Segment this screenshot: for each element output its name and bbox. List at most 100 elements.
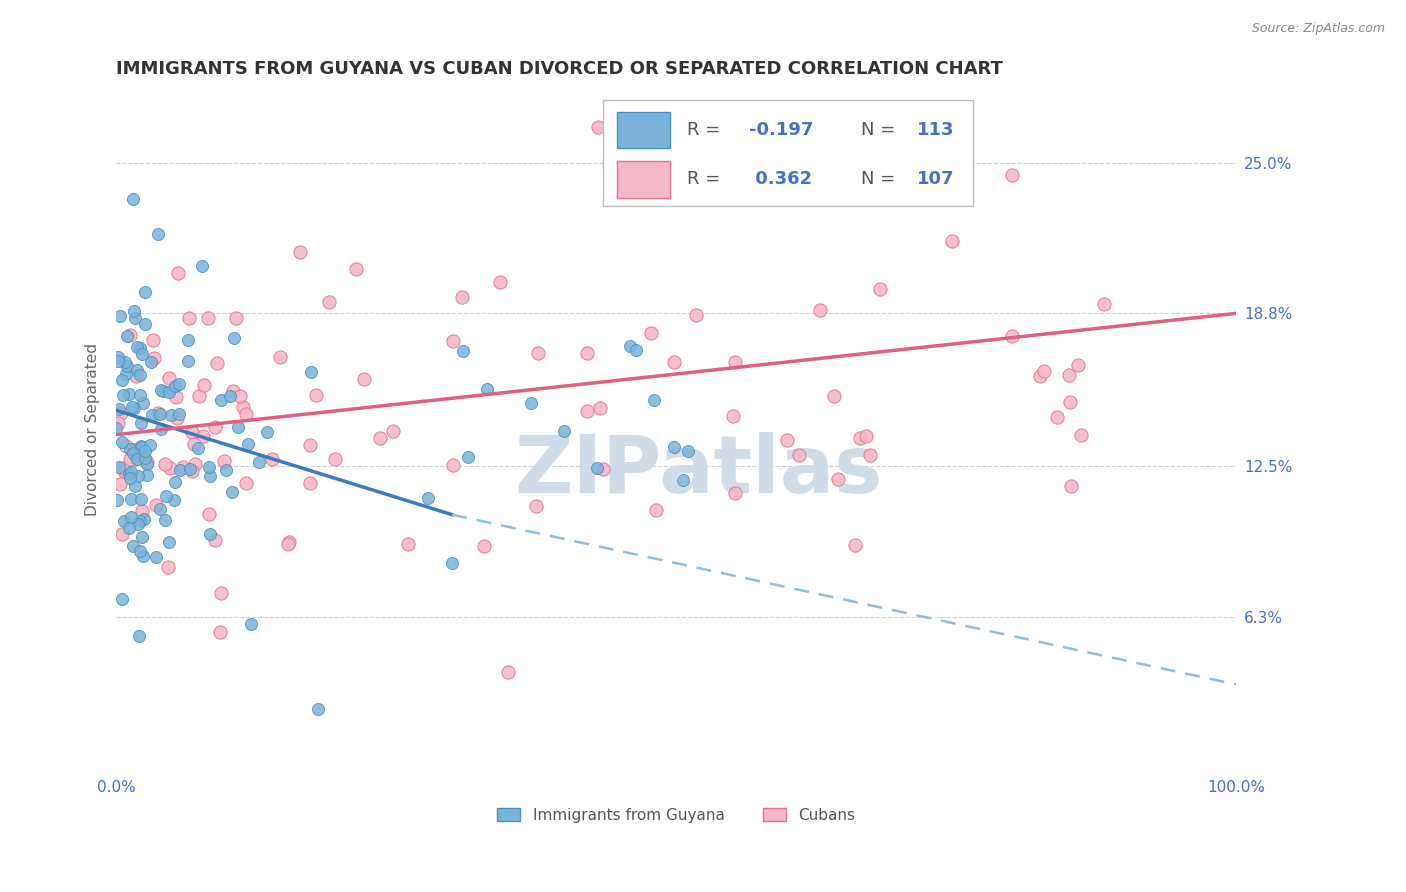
Text: R =: R = [688, 121, 727, 139]
Point [209, 586, 232, 600]
Point [124, 311, 146, 326]
Point [222, 331, 245, 345]
Point [179, 462, 201, 476]
Point [120, 510, 142, 524]
Point [129, 448, 152, 462]
Point [129, 492, 152, 507]
Point [134, 285, 156, 299]
Point [180, 425, 202, 440]
Point [115, 439, 138, 453]
Point [112, 514, 135, 528]
Point [299, 475, 322, 490]
Point [827, 472, 849, 486]
Point [676, 444, 699, 458]
Point [235, 407, 257, 421]
Point [212, 454, 235, 468]
Point [167, 407, 190, 421]
Point [115, 359, 138, 374]
Text: Source: ZipAtlas.com: Source: ZipAtlas.com [1251, 22, 1385, 36]
Point [451, 290, 474, 304]
Point [298, 438, 321, 452]
Point [118, 328, 141, 343]
Point [187, 441, 209, 455]
Point [204, 420, 226, 434]
Y-axis label: Divorced or Separated: Divorced or Separated [86, 343, 100, 516]
Point [221, 384, 243, 398]
Point [120, 471, 142, 485]
Point [118, 467, 141, 481]
Point [191, 429, 214, 443]
Point [685, 308, 707, 322]
Point [112, 461, 135, 475]
Point [146, 406, 169, 420]
Text: 107: 107 [917, 170, 955, 188]
Point [299, 365, 322, 379]
Point [138, 438, 160, 452]
Point [344, 261, 367, 276]
Point [1001, 168, 1024, 182]
Point [118, 521, 141, 535]
Point [115, 328, 138, 343]
Point [127, 340, 149, 354]
Point [132, 512, 155, 526]
Point [183, 457, 205, 471]
Point [553, 424, 575, 438]
Point [1032, 364, 1054, 378]
Point [219, 389, 242, 403]
Point [107, 354, 129, 368]
Point [166, 411, 188, 425]
Point [236, 437, 259, 451]
Point [207, 356, 229, 370]
Point [127, 451, 149, 466]
Point [643, 393, 665, 408]
Point [166, 266, 188, 280]
Point [1067, 358, 1090, 372]
Point [520, 396, 543, 410]
Text: IMMIGRANTS FROM GUYANA VS CUBAN DIVORCED OR SEPARATED CORRELATION CHART: IMMIGRANTS FROM GUYANA VS CUBAN DIVORCED… [117, 60, 1002, 78]
Point [156, 559, 179, 574]
Point [128, 368, 150, 382]
Point [108, 460, 131, 475]
Point [396, 537, 419, 551]
Point [1057, 368, 1080, 383]
Point [114, 355, 136, 369]
Point [153, 513, 176, 527]
Point [114, 367, 136, 381]
Point [416, 491, 439, 505]
Point [155, 489, 177, 503]
Point [159, 461, 181, 475]
Point [269, 350, 291, 364]
Text: N =: N = [860, 170, 901, 188]
Point [808, 303, 831, 318]
Point [124, 443, 146, 458]
Point [200, 527, 222, 541]
Point [477, 383, 499, 397]
Point [169, 463, 191, 477]
Point [122, 442, 145, 457]
Point [127, 363, 149, 377]
Point [107, 416, 129, 430]
Point [1092, 297, 1115, 311]
Point [721, 409, 744, 423]
Point [941, 234, 963, 248]
Point [823, 389, 845, 403]
Point [163, 475, 186, 490]
Point [228, 388, 250, 402]
Point [159, 408, 181, 422]
Point [157, 371, 180, 385]
Point [226, 420, 249, 434]
Point [120, 465, 142, 479]
Point [112, 388, 135, 402]
Point [662, 355, 685, 369]
Point [108, 401, 131, 416]
Point [128, 629, 150, 643]
Point [129, 341, 152, 355]
Text: ZIPatlas: ZIPatlas [515, 432, 883, 509]
Point [1070, 428, 1092, 442]
Point [112, 464, 135, 478]
Point [527, 346, 550, 360]
Point [122, 401, 145, 416]
Point [110, 476, 132, 491]
Point [1001, 329, 1024, 343]
Point [855, 429, 877, 443]
